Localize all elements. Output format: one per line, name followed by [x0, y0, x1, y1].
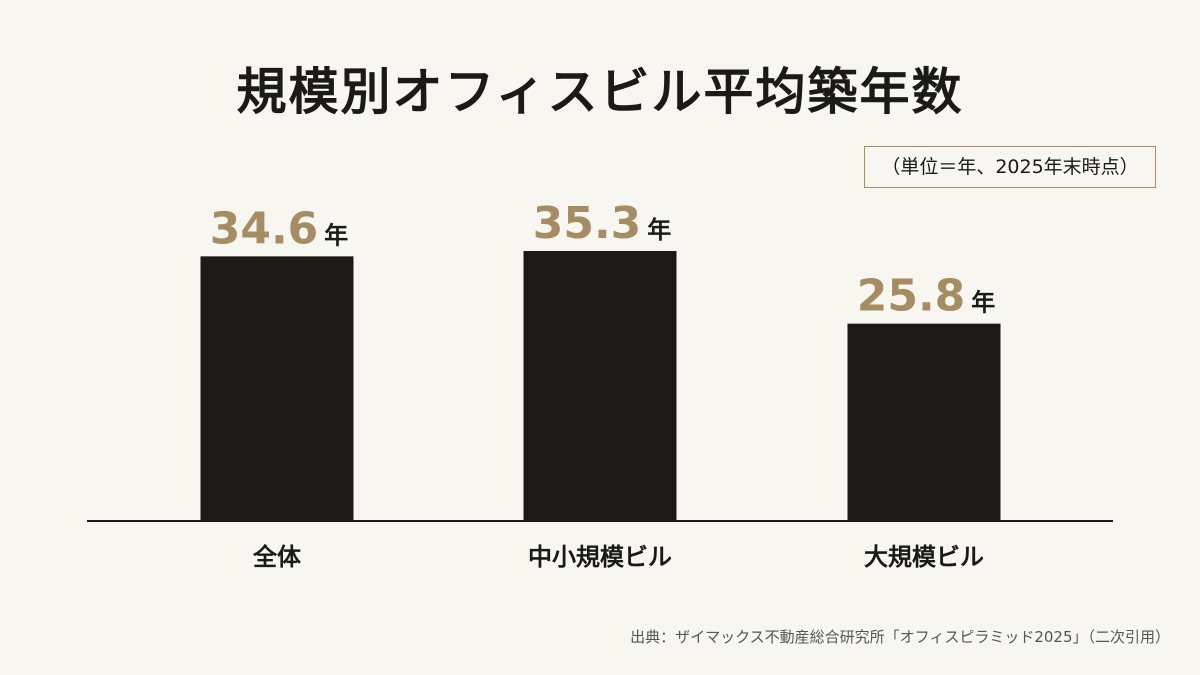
- category-label-1: 全体: [252, 543, 302, 571]
- unit-note: （単位＝年、2025年末時点）: [864, 146, 1156, 188]
- category-label-3: 大規模ビル: [864, 543, 984, 571]
- bar-3: [847, 323, 1001, 521]
- bar-1: [200, 256, 354, 521]
- category-label-2: 中小規模ビル: [528, 543, 672, 571]
- chart-title: 規模別オフィスビル平均築年数: [236, 63, 964, 121]
- source-note: 出典：ザイマックス不動産総合研究所「オフィスピラミッド2025」（二次引用）: [630, 628, 1170, 646]
- value-label-2: 35.3 年: [533, 198, 672, 249]
- value-label-3: 25.8 年: [857, 271, 996, 322]
- value-label-1: 34.6 年: [210, 203, 349, 254]
- bar-2: [523, 251, 677, 521]
